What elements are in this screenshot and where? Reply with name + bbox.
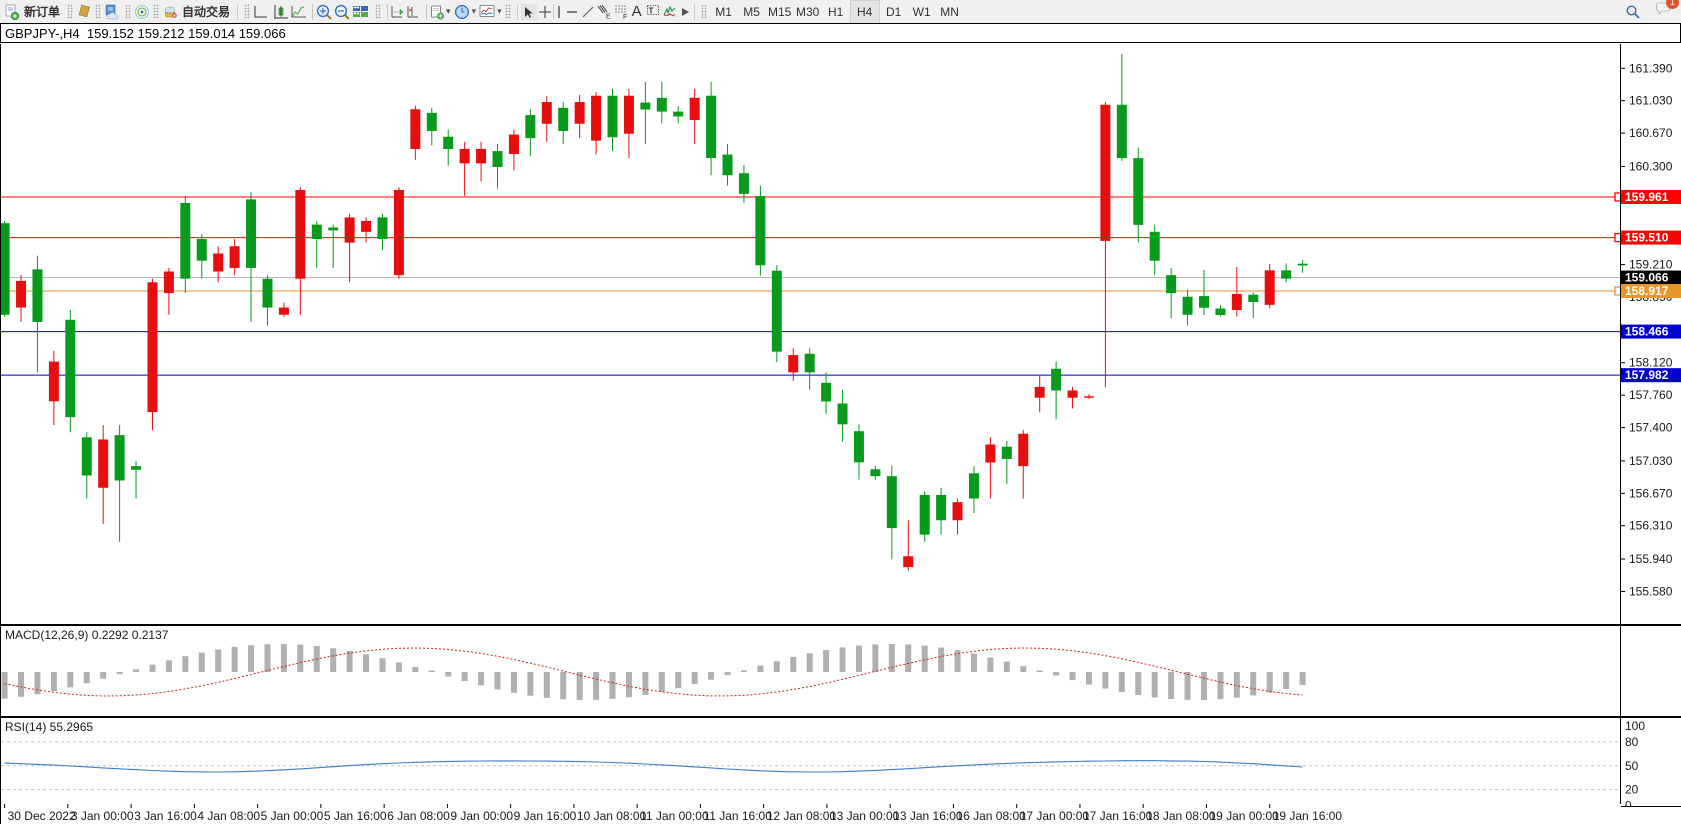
svg-text:16 Jan 08:00: 16 Jan 08:00 [956, 809, 1026, 823]
svg-text:17 Jan 00:00: 17 Jan 00:00 [1020, 809, 1090, 823]
svg-text:T: T [648, 6, 653, 15]
svg-text:160.670: 160.670 [1629, 126, 1673, 140]
svg-text:3 Jan 00:00: 3 Jan 00:00 [71, 809, 134, 823]
svg-text:156.670: 156.670 [1629, 486, 1673, 500]
svg-text:156.310: 156.310 [1629, 519, 1673, 533]
svg-text:6 Jan 08:00: 6 Jan 08:00 [387, 809, 450, 823]
svg-text:50: 50 [1625, 759, 1639, 773]
svg-text:11 Jan 16:00: 11 Jan 16:00 [703, 809, 772, 823]
svg-text:157.982: 157.982 [1625, 368, 1669, 382]
svg-text:12 Jan 08:00: 12 Jan 08:00 [767, 809, 837, 823]
svg-text:5 Jan 00:00: 5 Jan 00:00 [261, 809, 324, 823]
svg-text:0: 0 [1625, 799, 1632, 807]
svg-text:20: 20 [1625, 783, 1639, 797]
svg-text:157.030: 157.030 [1629, 454, 1673, 468]
svg-text:157.400: 157.400 [1629, 421, 1673, 435]
svg-text:161.390: 161.390 [1629, 61, 1673, 75]
svg-text:13 Jan 16:00: 13 Jan 16:00 [893, 809, 963, 823]
svg-text:5 Jan 16:00: 5 Jan 16:00 [324, 809, 387, 823]
svg-text:18 Jan 08:00: 18 Jan 08:00 [1146, 809, 1216, 823]
svg-text:17 Jan 16:00: 17 Jan 16:00 [1083, 809, 1153, 823]
svg-text:159.510: 159.510 [1625, 231, 1669, 245]
svg-text:158.917: 158.917 [1625, 284, 1669, 298]
svg-text:159.210: 159.210 [1629, 258, 1673, 272]
svg-text:9 Jan 16:00: 9 Jan 16:00 [514, 809, 577, 823]
svg-text:11 Jan 00:00: 11 Jan 00:00 [640, 809, 709, 823]
svg-text:19 Jan 00:00: 19 Jan 00:00 [1209, 809, 1279, 823]
svg-text:19 Jan 16:00: 19 Jan 16:00 [1273, 809, 1343, 823]
svg-text:157.760: 157.760 [1629, 388, 1673, 402]
svg-text:13 Jan 00:00: 13 Jan 00:00 [830, 809, 900, 823]
svg-text:10 Jan 08:00: 10 Jan 08:00 [577, 809, 647, 823]
svg-text:F: F [623, 14, 627, 20]
svg-text:161.030: 161.030 [1629, 94, 1673, 108]
svg-text:E: E [606, 13, 611, 20]
svg-text:155.580: 155.580 [1629, 584, 1673, 598]
svg-text:3 Jan 16:00: 3 Jan 16:00 [134, 809, 197, 823]
svg-text:9 Jan 00:00: 9 Jan 00:00 [450, 809, 513, 823]
svg-text:155.940: 155.940 [1629, 552, 1673, 566]
svg-text:4 Jan 08:00: 4 Jan 08:00 [197, 809, 260, 823]
svg-text:80: 80 [1625, 735, 1639, 749]
svg-text:160.300: 160.300 [1629, 159, 1673, 173]
svg-text:159.066: 159.066 [1625, 271, 1669, 285]
svg-text:30 Dec 2022: 30 Dec 2022 [8, 809, 76, 823]
svg-text:159.961: 159.961 [1625, 190, 1669, 204]
svg-text:158.466: 158.466 [1625, 325, 1669, 339]
svg-text:100: 100 [1625, 719, 1645, 733]
